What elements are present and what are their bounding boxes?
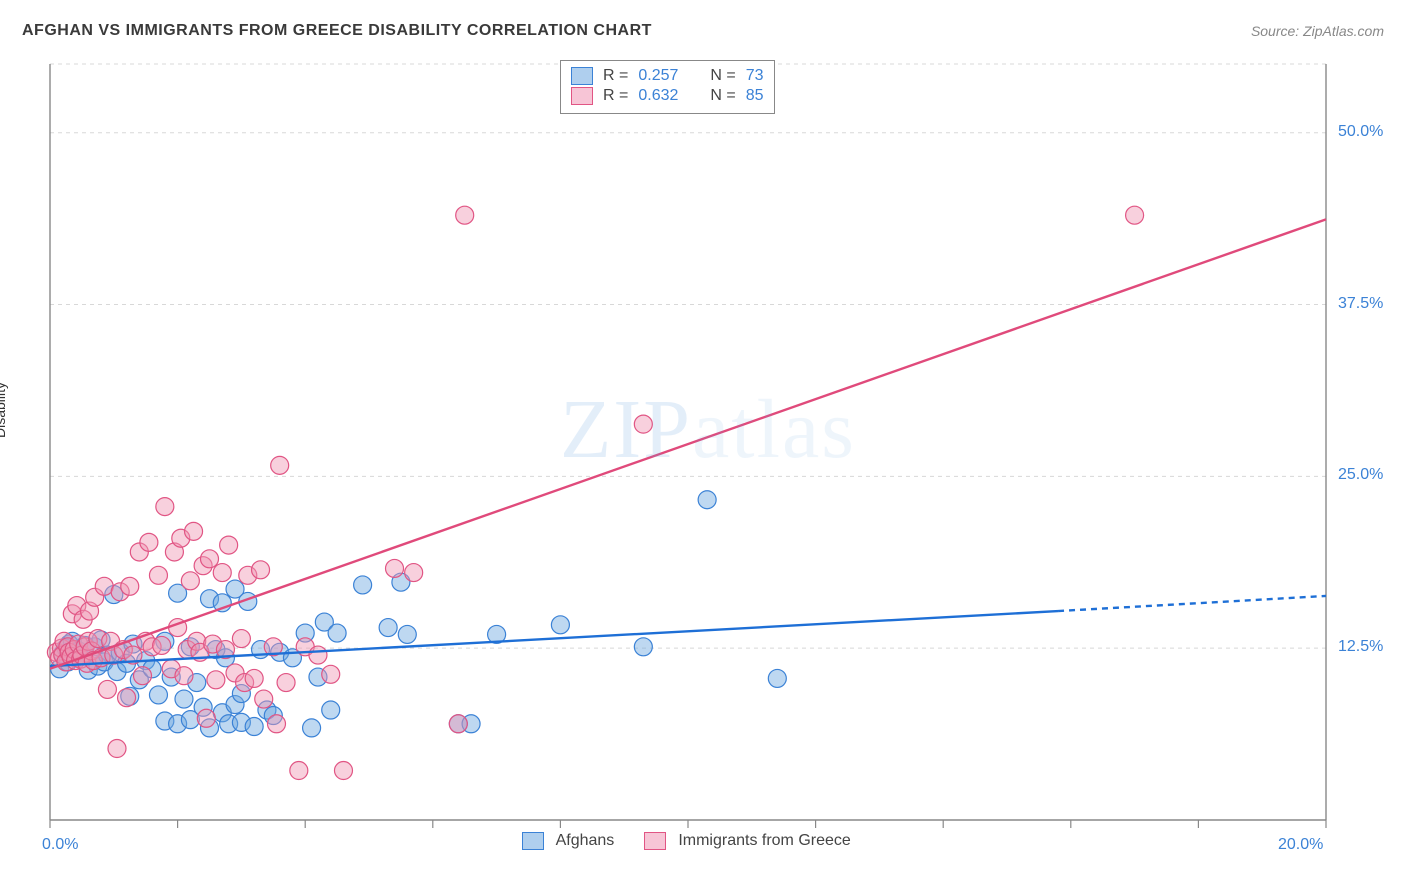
legend-r-value: 0.632 xyxy=(638,87,678,105)
legend-series-label: Afghans xyxy=(556,832,615,850)
scatter-chart: ZIPatlas R = 0.257N = 73R = 0.632N = 85 … xyxy=(48,58,1328,826)
legend-correlation-row: R = 0.257 N = 73 xyxy=(571,67,764,85)
legend-n-label: N = xyxy=(710,67,735,85)
chart-title: AFGHAN VS IMMIGRANTS FROM GREECE DISABIL… xyxy=(22,22,652,40)
legend-correlation-row: R = 0.632 N = 85 xyxy=(571,87,764,105)
legend-r-label: R = xyxy=(603,67,628,85)
legend-correlation: R = 0.257 N = 73 R = 0.632 N = 85 xyxy=(560,60,775,114)
legend-swatch xyxy=(522,832,544,850)
legend-series-label: Immigrants from Greece xyxy=(678,832,850,850)
legend-swatch xyxy=(571,87,593,105)
legend-n-label: N = xyxy=(710,87,735,105)
legend-r-label: R = xyxy=(603,87,628,105)
source-prefix: Source: xyxy=(1251,23,1303,39)
legend-n-value: 85 xyxy=(746,87,764,105)
legend-swatch xyxy=(644,832,666,850)
legend-swatch xyxy=(571,67,593,85)
source-attribution: Source: ZipAtlas.com xyxy=(1251,23,1384,39)
y-tick-label: 25.0% xyxy=(1338,466,1383,484)
y-axis-label: Disability xyxy=(0,382,8,438)
x-tick-label: 20.0% xyxy=(1278,836,1323,854)
chart-svg xyxy=(48,58,1328,826)
legend-r-value: 0.257 xyxy=(638,67,678,85)
x-tick-label: 0.0% xyxy=(42,836,78,854)
chart-header: AFGHAN VS IMMIGRANTS FROM GREECE DISABIL… xyxy=(22,22,1384,40)
legend-n-value: 73 xyxy=(746,67,764,85)
legend-series: Afghans Immigrants from Greece xyxy=(522,832,869,850)
y-tick-label: 37.5% xyxy=(1338,295,1383,313)
y-tick-label: 50.0% xyxy=(1338,123,1383,141)
source-name: ZipAtlas.com xyxy=(1303,23,1384,39)
y-tick-label: 12.5% xyxy=(1338,638,1383,656)
